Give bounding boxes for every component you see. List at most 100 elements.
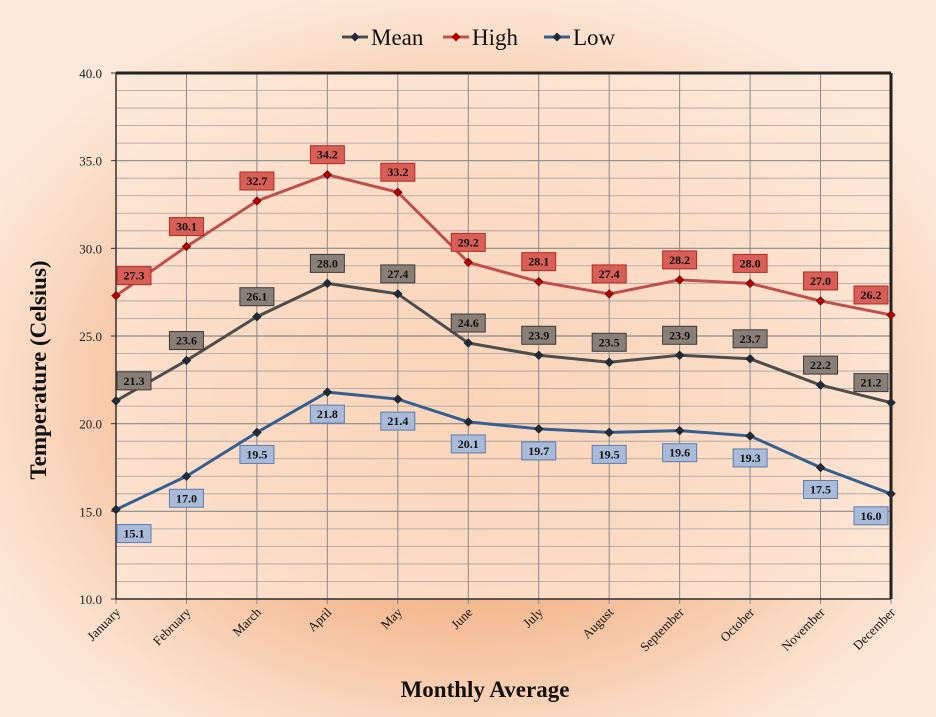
data-label-box [116, 266, 152, 286]
data-label-box [168, 217, 204, 237]
data-label-box [380, 264, 416, 284]
data-label-box [116, 371, 152, 391]
y-tick-label: 40.0 [79, 66, 102, 81]
data-point [674, 350, 685, 361]
data-label-box [803, 271, 839, 291]
legend-label-low: Low [573, 25, 616, 50]
data-label-box [239, 444, 275, 464]
data-point [745, 278, 755, 289]
data-label-box [591, 332, 627, 352]
data-label: 29.2 [458, 235, 479, 249]
y-axis-title: Temperature (Celsius) [26, 260, 51, 479]
data-point [815, 462, 826, 473]
data-point [181, 355, 192, 366]
data-point [886, 310, 896, 320]
y-tick-label: 25.0 [79, 329, 102, 344]
data-label-box [853, 285, 889, 305]
data-point [815, 380, 826, 390]
data-label: 19.5 [599, 447, 620, 461]
data-point [745, 353, 755, 364]
data-label: 28.0 [317, 256, 338, 270]
data-label: 28.2 [669, 253, 690, 267]
data-point [604, 357, 615, 368]
data-point [815, 296, 826, 306]
data-point [111, 290, 121, 301]
series-lines [111, 169, 896, 515]
x-tick-label: June [448, 604, 476, 632]
data-label: 21.4 [387, 414, 408, 428]
data-point [604, 289, 615, 299]
x-tick-label: May [377, 604, 405, 632]
data-label: 15.1 [124, 527, 145, 541]
data-label: 19.6 [669, 446, 690, 460]
data-point [463, 417, 474, 427]
data-point [533, 276, 544, 287]
data-label-box [853, 506, 889, 526]
data-label: 27.3 [124, 269, 145, 283]
data-point [745, 431, 755, 441]
data-label: 23.9 [669, 328, 690, 342]
data-label-box [591, 264, 627, 284]
data-point [181, 471, 192, 482]
data-label: 28.1 [528, 255, 549, 269]
data-label: 17.0 [176, 491, 197, 505]
data-label: 23.6 [176, 334, 197, 348]
data-point [674, 275, 685, 285]
data-label-box [450, 434, 486, 454]
legend-marker [350, 32, 360, 42]
data-label-box [380, 162, 416, 182]
data-label-box [380, 411, 416, 431]
data-label-box [732, 253, 768, 273]
data-label: 23.5 [599, 335, 620, 349]
data-label: 16.0 [861, 509, 882, 523]
data-label-box [853, 373, 889, 393]
data-label: 21.2 [861, 376, 882, 390]
x-tick-label: February [150, 604, 194, 648]
data-labels: 27.3 30.1 32.7 34.2 33.2 29.2 28.1 27.4 28.2 28.0… [116, 145, 889, 544]
data-label-box [309, 145, 345, 165]
series-line-high [115, 173, 892, 317]
data-label: 33.2 [387, 165, 408, 179]
data-label-box [450, 313, 486, 333]
x-tick-label: December [850, 604, 899, 653]
data-label-box [450, 232, 486, 252]
data-label: 17.5 [810, 483, 831, 497]
data-point [392, 187, 403, 198]
x-tick-label: November [778, 604, 828, 654]
data-label: 26.1 [246, 290, 267, 304]
x-tick-label: January [84, 604, 124, 644]
data-label: 19.3 [740, 451, 761, 465]
x-tick-label: October [717, 604, 758, 645]
data-label: 19.5 [246, 447, 267, 461]
data-label-box [116, 524, 152, 544]
data-point [322, 169, 333, 180]
x-tick-label: April [304, 604, 334, 634]
data-label: 28.0 [740, 256, 761, 270]
x-axis-title: Monthly Average [401, 677, 570, 702]
data-point [252, 427, 262, 438]
data-point [252, 311, 262, 322]
data-label: 21.3 [124, 374, 145, 388]
data-label-box [591, 444, 627, 464]
legend-marker [552, 32, 562, 42]
y-tick-label: 35.0 [79, 154, 102, 169]
data-label: 23.9 [528, 328, 549, 342]
data-label-box [662, 250, 698, 270]
data-label: 22.2 [810, 358, 831, 372]
data-label: 24.6 [458, 316, 479, 330]
data-label: 32.7 [246, 174, 267, 188]
data-label: 23.7 [740, 332, 761, 346]
data-label-box [168, 488, 204, 508]
series-line-low [115, 390, 892, 511]
legend: Mean High Low [342, 25, 616, 50]
x-tick-label: September [637, 604, 687, 654]
x-tick-label: August [579, 604, 616, 641]
data-label-box [309, 404, 345, 424]
data-point [533, 350, 544, 361]
data-label-box [662, 325, 698, 345]
data-point [181, 241, 192, 252]
data-label: 20.1 [458, 437, 479, 451]
y-tick-label: 15.0 [79, 504, 102, 519]
data-point [322, 387, 333, 397]
